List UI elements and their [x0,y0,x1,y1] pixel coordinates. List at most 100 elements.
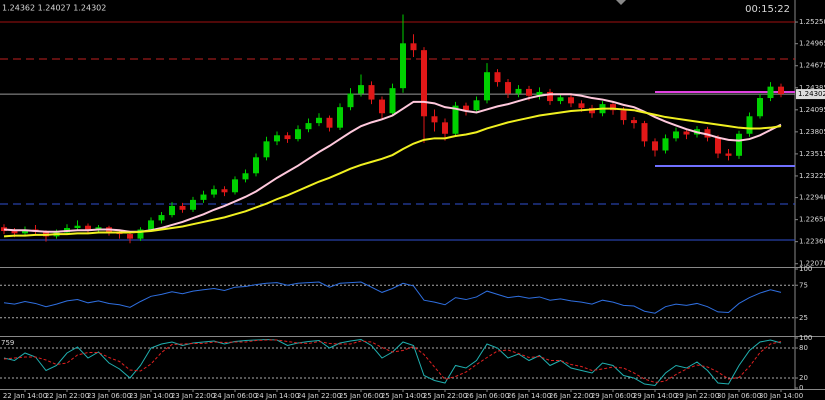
candle-body [589,107,595,114]
last-price-box [796,89,825,100]
indicator-line [3,281,782,314]
candle-body [463,105,469,111]
indicator-line [3,93,782,233]
y-tick-label: 1.24095 [799,106,825,114]
candle-body [484,72,490,101]
candle-body [200,194,207,200]
y-tick-label: 0 [799,384,803,392]
candle-body [568,97,574,104]
candle-body [253,157,259,174]
indicator-line [3,338,782,387]
x-tick-label: 23 Jan 14:00 [129,392,173,400]
candle-body [22,229,28,234]
candle-body [179,205,186,210]
x-tick-label: 30 Jan 06:00 [717,392,761,400]
last-price-label: 1.24302 [798,90,825,98]
x-tick-label: 29 Jan 22:00 [675,392,719,400]
x-tick-label: 25 Jan 14:00 [381,392,425,400]
candle-body [169,205,175,216]
candle-body [242,173,249,180]
candle-body [620,110,627,121]
candle-body [358,85,364,94]
candle-body [683,131,690,135]
x-tick-label: 24 Jan 22:00 [297,392,341,400]
x-tick-label: 30 Jan 14:00 [759,392,803,400]
candle-body [400,43,406,89]
x-tick-label: 24 Jan 06:00 [213,392,257,400]
candle-body [368,85,375,100]
candle-body [431,116,438,123]
y-tick-label: 1.22940 [799,194,825,202]
candle-body [610,104,616,111]
x-tick-label: 26 Jan 22:00 [549,392,593,400]
candle-body [274,135,280,142]
y-tick-label: 100 [799,334,812,342]
x-tick-label: 22 Jan 14:00 [3,392,47,400]
candle-body [137,229,144,239]
x-tick-label: 26 Jan 14:00 [507,392,551,400]
quote: 1.24362 1.24027 1.24302 [2,4,106,13]
candle-body [515,88,522,94]
candle-body [85,225,91,231]
x-tick-label: 24 Jan 14:00 [255,392,299,400]
y-tick-label: 25 [799,314,808,322]
candle-body [473,100,480,111]
candle-body [305,123,312,130]
candle-body [158,215,165,221]
candle-body [410,43,417,51]
candle-body [725,153,732,156]
y-tick-label: 1.22360 [799,238,825,246]
candle-body [536,91,543,96]
x-tick-label: 29 Jan 06:00 [591,392,635,400]
candle-body [11,231,18,234]
candle-body [127,234,133,239]
candle-body [736,133,742,156]
candle-body [652,141,658,151]
candle-body [389,88,396,114]
candle-body [347,93,354,108]
x-tick-label: 23 Jan 06:00 [87,392,131,400]
candle-body [452,105,459,134]
candle-body [557,97,564,102]
candle-body [263,141,270,158]
candle-body [631,120,637,124]
y-tick-label: 1.22650 [799,216,825,224]
candle-body [578,103,585,108]
candle-body [494,72,501,83]
indicator-line [3,107,782,238]
candle-body [704,129,711,138]
x-tick-label: 25 Jan 06:00 [339,392,383,400]
candle-body [673,131,679,139]
candle-body [641,123,648,142]
candle-body [295,129,301,140]
y-tick-label: 1.22070 [799,260,825,268]
candle-body [284,135,291,140]
candle-body [337,107,343,128]
y-tick-label: 1.23225 [799,172,825,180]
candle-body [757,98,763,117]
candle-body [148,220,154,230]
candle-body [211,189,217,195]
candle-body [767,86,774,99]
candle-body [421,50,427,117]
candle-body [232,179,238,193]
candle-body [442,122,448,134]
scroll-marker [616,0,626,5]
y-tick-label: 80 [799,344,808,352]
candle-body [74,225,81,228]
candle-body [326,117,333,128]
candle-body [379,99,385,114]
candle-body [1,227,7,232]
y-tick-label: 75 [799,281,808,289]
candle-body [316,117,322,124]
indicator-label: 759 [1,339,14,347]
y-tick-label: 20 [799,374,808,382]
candle-body [715,137,721,154]
y-tick-label: 1.23515 [799,150,825,158]
candle-body [505,82,511,94]
y-tick-label: 1.23805 [799,128,825,136]
candle-body [662,138,669,151]
candle-body [221,189,228,193]
candle-body [526,88,532,96]
